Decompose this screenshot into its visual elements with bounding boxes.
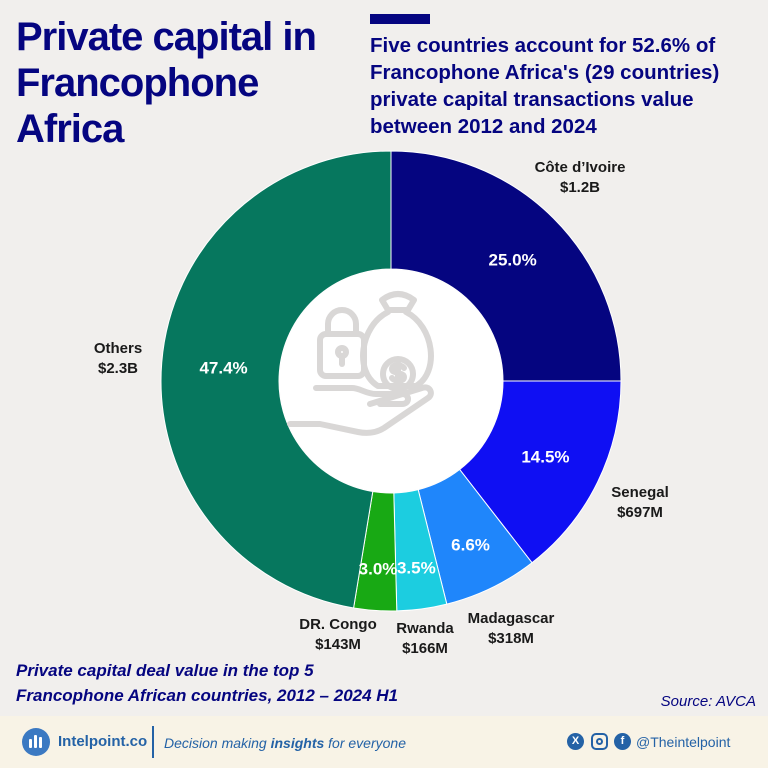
chart-subtitle: Five countries account for 52.6% of Fran… [370, 34, 720, 138]
instagram-icon[interactable] [591, 733, 608, 750]
footnote-line-1: Private capital deal value in the top 5 [16, 661, 314, 680]
chart-footnote: Private capital deal value in the top 5 … [16, 658, 536, 708]
percent-labels: 25.0% 14.5% 6.6% 3.5%3.0% 47.4% [199, 250, 569, 578]
source-note: Source: AVCA [660, 693, 756, 710]
percent-label-madagascar: 6.6% [451, 536, 490, 555]
slice-others [160, 150, 392, 609]
money-bag-hand-lock-icon [287, 291, 434, 436]
accent-bar [370, 14, 430, 24]
percent-label-dr-congo: 3.0% [359, 560, 398, 579]
footer-bar: Intelpoint.co Decision making insights f… [0, 716, 768, 768]
footnote-line-2: Francophone African countries, 2012 – 20… [16, 686, 399, 705]
category-label-madagascar: Madagascar $318M [468, 610, 555, 647]
category-label-others: Others $2.3B [94, 340, 142, 377]
category-labels: Côte d’Ivoire $1.2B Senegal $697M Madagascar… [94, 159, 669, 657]
category-label-rwanda: Rwanda $166M [396, 620, 454, 657]
x-icon[interactable]: X [567, 733, 584, 750]
slice-senegal [458, 380, 622, 564]
tagline: Decision making insights for everyone [164, 735, 406, 751]
brand-name[interactable]: Intelpoint.co [58, 733, 148, 750]
percent-label-rwanda: 3.5% [397, 558, 436, 577]
page-title: Private capital in Francophone Africa [16, 15, 317, 151]
category-label-cote-d-ivoire: Côte d’Ivoire $1.2B [535, 159, 626, 196]
facebook-icon[interactable]: f [614, 733, 631, 750]
slice-cote-d-ivoire [390, 150, 622, 382]
category-label-dr-congo: DR. Congo $143M [299, 616, 376, 653]
social-handle[interactable]: @Theintelpoint [636, 734, 731, 750]
percent-label-senegal: 14.5% [521, 448, 569, 467]
percent-label-cote-d-ivoire: 25.0% [489, 250, 537, 269]
category-label-senegal: Senegal $697M [611, 484, 669, 521]
footer-divider [152, 726, 154, 758]
percent-label-others: 47.4% [199, 358, 247, 377]
intelpoint-logo-icon[interactable] [22, 728, 50, 756]
